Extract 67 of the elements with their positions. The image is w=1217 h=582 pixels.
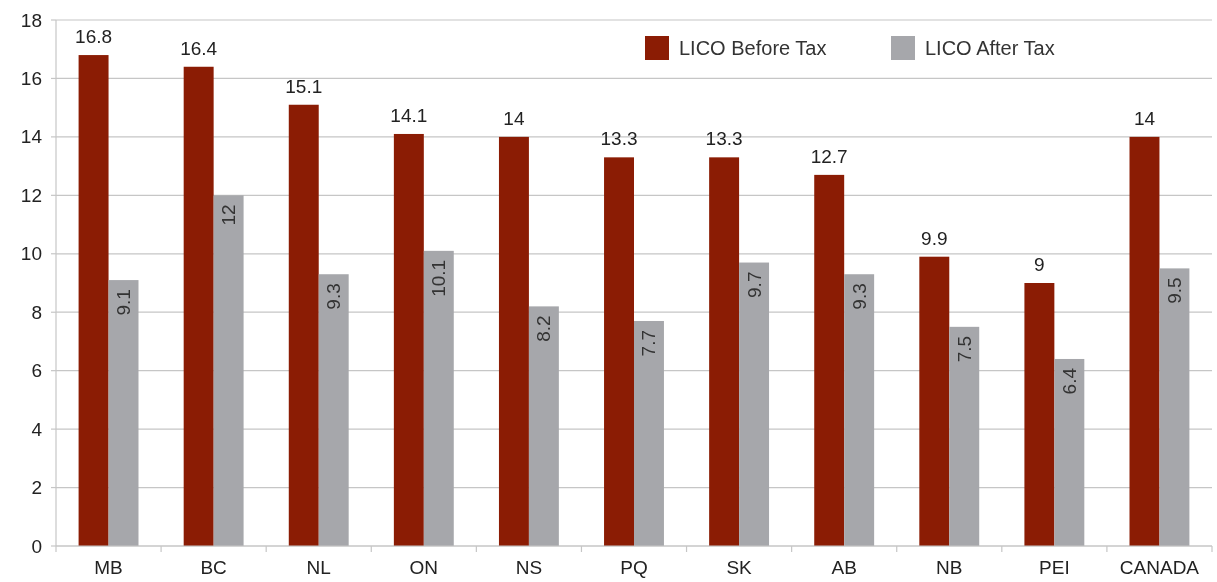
bar xyxy=(919,256,950,546)
bar xyxy=(108,280,139,546)
x-tick-label: ON xyxy=(409,557,439,578)
y-tick-label: 0 xyxy=(31,535,42,557)
legend-label: LICO After Tax xyxy=(925,37,1055,59)
bar xyxy=(423,250,454,546)
bar xyxy=(213,195,244,546)
x-tick-label: PQ xyxy=(620,557,648,578)
x-tick-label: PEI xyxy=(1039,557,1070,578)
data-label: 13.3 xyxy=(600,128,638,150)
x-tick-label: BC xyxy=(200,557,227,578)
bar xyxy=(949,326,980,546)
x-tick-label: CANADA xyxy=(1119,557,1200,578)
y-tick-label: 2 xyxy=(31,477,42,499)
legend-label: LICO Before Tax xyxy=(679,37,827,59)
data-label: 9.9 xyxy=(921,227,948,249)
bar xyxy=(1159,268,1190,546)
y-tick-label: 8 xyxy=(31,301,42,323)
data-label: 9 xyxy=(1034,254,1045,275)
data-label: 10.1 xyxy=(428,259,450,297)
y-tick-label: 6 xyxy=(31,360,42,382)
data-label: 8.2 xyxy=(533,315,555,342)
bar xyxy=(844,274,875,546)
data-label: 9.7 xyxy=(743,271,765,298)
y-tick-label: 16 xyxy=(20,67,42,89)
bar xyxy=(78,55,109,546)
bar xyxy=(1054,358,1085,546)
data-label: 7.5 xyxy=(953,335,975,363)
y-tick-label: 14 xyxy=(20,126,43,148)
data-label: 7.7 xyxy=(638,329,660,357)
y-tick-label: 18 xyxy=(20,9,42,31)
data-label: 14 xyxy=(1133,107,1156,129)
bar xyxy=(183,66,214,546)
bar xyxy=(739,262,770,546)
data-label: 13.3 xyxy=(705,128,743,150)
data-label: 14.1 xyxy=(390,104,428,126)
data-label: 9.3 xyxy=(323,283,345,310)
data-label: 14 xyxy=(503,107,525,129)
y-tick-label: 10 xyxy=(20,243,42,265)
bar xyxy=(814,174,845,546)
data-label: 9.3 xyxy=(848,283,870,310)
bar xyxy=(1129,136,1160,546)
data-label: 12.7 xyxy=(810,145,848,167)
data-label: 9.1 xyxy=(113,289,135,316)
data-label: 16.8 xyxy=(75,26,113,48)
bar xyxy=(1024,283,1055,546)
bar xyxy=(634,320,664,546)
x-tick-label: MB xyxy=(94,557,123,578)
bar xyxy=(604,157,634,546)
bar xyxy=(318,274,349,546)
x-tick-label: AB xyxy=(831,557,857,578)
bar xyxy=(498,136,529,546)
bar xyxy=(288,104,319,546)
x-tick-label: NB xyxy=(936,557,963,578)
y-tick-label: 4 xyxy=(31,418,43,440)
data-label: 16.4 xyxy=(180,37,218,59)
bar xyxy=(709,157,740,546)
data-label: 6.4 xyxy=(1058,367,1080,395)
data-label: 15.1 xyxy=(285,75,323,97)
x-tick-label: NL xyxy=(306,557,331,578)
y-tick-label: 12 xyxy=(20,184,42,206)
x-tick-label: NS xyxy=(515,557,543,578)
data-label: 9.5 xyxy=(1163,277,1185,304)
bar xyxy=(393,133,424,546)
x-tick-label: SK xyxy=(726,557,753,578)
bar xyxy=(528,306,559,546)
data-label: 12 xyxy=(218,204,240,226)
